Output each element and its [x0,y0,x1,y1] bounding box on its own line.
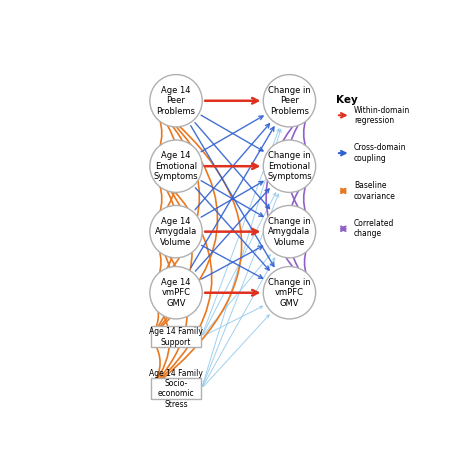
Circle shape [150,75,202,127]
Text: Age 14 Family
Socio-
economic
Stress: Age 14 Family Socio- economic Stress [149,368,203,409]
Circle shape [263,267,316,319]
Text: Age 14
Peer
Problems: Age 14 Peer Problems [156,86,195,116]
Text: Change in
Emotional
Symptoms: Change in Emotional Symptoms [267,151,312,181]
Text: Key: Key [336,95,358,105]
Text: Age 14 Family
Support: Age 14 Family Support [149,327,203,347]
Circle shape [263,206,316,258]
Circle shape [150,206,202,258]
Text: Age 14
Emotional
Symptoms: Age 14 Emotional Symptoms [154,151,198,181]
Text: Change in
Amygdala
Volume: Change in Amygdala Volume [268,217,311,247]
Text: Within-domain
regression: Within-domain regression [354,106,410,125]
Circle shape [150,267,202,319]
Circle shape [263,75,316,127]
FancyBboxPatch shape [151,378,201,399]
Text: Baseline
covariance: Baseline covariance [354,181,396,200]
Text: Correlated
change: Correlated change [354,219,394,238]
Text: Change in
vmPFC
GMV: Change in vmPFC GMV [268,278,311,307]
Text: Cross-domain
coupling: Cross-domain coupling [354,143,407,163]
Text: Age 14
vmPFC
GMV: Age 14 vmPFC GMV [161,278,191,307]
Text: Change in
Peer
Problems: Change in Peer Problems [268,86,311,116]
FancyBboxPatch shape [151,327,201,347]
Circle shape [263,140,316,192]
Circle shape [150,140,202,192]
Text: Age 14
Amygdala
Volume: Age 14 Amygdala Volume [155,217,197,247]
